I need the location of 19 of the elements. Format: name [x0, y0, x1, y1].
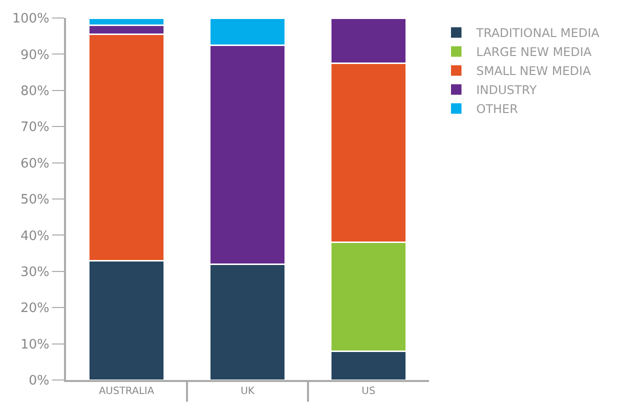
y-tick-label: 0% [28, 374, 50, 389]
legend-label: TRADITIONAL MEDIA [475, 26, 600, 40]
y-tick-label: 40% [20, 228, 50, 244]
y-tick-label: 60% [20, 156, 50, 172]
x-tick-label: AUSTRALIA [98, 386, 154, 397]
legend-label: OTHER [476, 102, 518, 116]
y-tick-label: 50% [20, 192, 50, 208]
x-tick-label: US [362, 386, 376, 397]
y-tick-label: 100% [12, 12, 50, 27]
x-tick-label: UK [240, 386, 255, 397]
y-tick-label: 70% [20, 120, 50, 136]
y-tick-label: 10% [20, 337, 50, 352]
legend-label: INDUSTRY [476, 83, 538, 98]
y-tick-label: 30% [20, 264, 50, 280]
y-tick-label: 90% [20, 48, 50, 63]
legend-label: LARGE NEW MEDIA [476, 45, 592, 60]
y-tick-label: 20% [20, 301, 50, 316]
legend-label: SMALL NEW MEDIA [476, 64, 592, 78]
y-tick-label: 80% [20, 84, 50, 99]
